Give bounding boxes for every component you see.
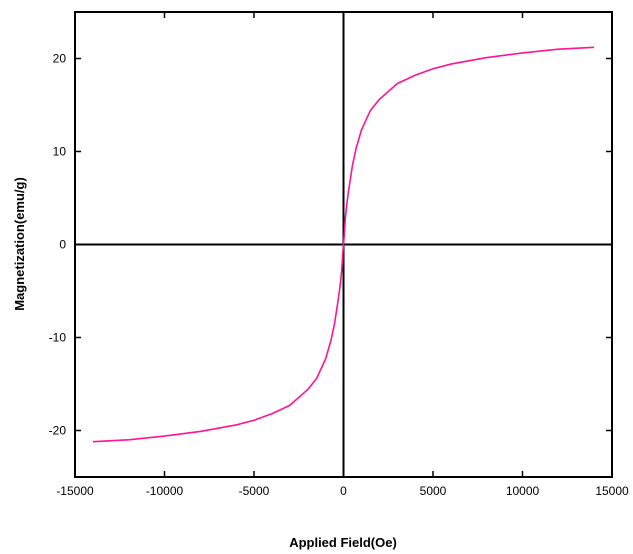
x-tick-label: -10000 [146,484,184,498]
y-tick-label: 10 [53,145,67,159]
x-axis-title: Applied Field(Oe) [289,535,397,550]
tick-labels: -15000 -10000 -5000 0 5000 10000 15000 -20 -10 0 1… [49,52,629,499]
x-tick-label: -15000 [56,484,94,498]
y-tick-label: -10 [49,331,67,345]
series [92,46,595,443]
x-tick-label: 0 [340,484,347,498]
x-tick-label: 10000 [506,484,540,498]
y-tick-label: 20 [53,52,67,66]
ticks [74,12,613,477]
y-tick-label: -20 [49,424,67,438]
y-tick-label: 0 [59,238,66,252]
y-axis-title: Magnetization(emu/g) [12,177,27,311]
x-tick-label: 15000 [595,484,629,498]
magnetization-curve [92,46,595,443]
x-tick-label: 5000 [420,484,447,498]
x-tick-label: -5000 [239,484,270,498]
